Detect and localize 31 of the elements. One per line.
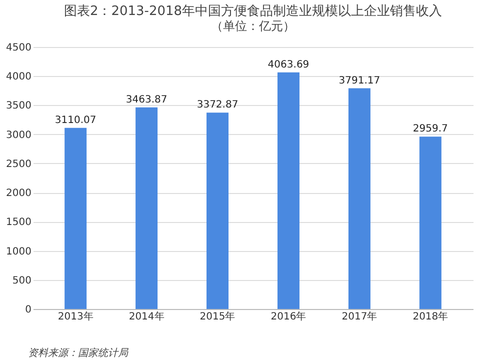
data-label: 3110.07 <box>54 114 96 126</box>
bar <box>64 128 87 309</box>
data-label: 4063.69 <box>268 59 310 70</box>
y-tick-label: 4500 <box>6 42 32 54</box>
data-label: 3791.17 <box>338 75 380 86</box>
y-tick-label: 1000 <box>6 246 32 258</box>
bar <box>348 88 370 309</box>
chart-subtitle: （单位：亿元） <box>211 19 295 33</box>
y-tick-label: 4000 <box>6 72 32 83</box>
x-tick-label: 2013年 <box>58 310 94 322</box>
bar <box>277 72 300 309</box>
x-tick-label: 2018年 <box>412 310 448 322</box>
data-label: 2959.7 <box>412 124 448 135</box>
text: 资料来源：国家统计局 <box>28 346 128 360</box>
data-label: 3372.87 <box>196 100 238 111</box>
y-tick-label: 500 <box>12 275 32 286</box>
x-tick-label: 2014年 <box>128 310 164 322</box>
y-tick-label: 0 <box>25 304 32 316</box>
bar <box>206 112 229 309</box>
y-tick-label: 1500 <box>6 217 32 228</box>
y-tick-label: 3500 <box>6 100 32 112</box>
x-tick-label: 2015年 <box>200 310 236 322</box>
bar <box>136 107 158 309</box>
y-tick-label: 2500 <box>6 158 32 170</box>
chart-title: 图表2：2013-2018年中国方便食品制造业规模以上企业销售收入 <box>64 3 442 19</box>
bar <box>419 136 442 309</box>
data-label: 3463.87 <box>126 94 168 106</box>
y-tick-label: 2000 <box>6 188 32 200</box>
x-tick-label: 2016年 <box>270 310 306 322</box>
x-tick-label: 2017年 <box>342 310 378 322</box>
y-tick-label: 3000 <box>6 130 32 141</box>
